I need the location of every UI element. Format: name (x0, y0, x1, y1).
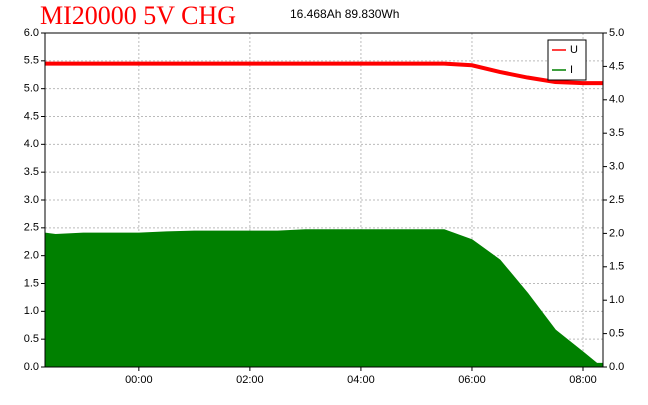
legend-box (547, 39, 587, 81)
x-tick-label: 06:00 (458, 374, 486, 386)
y-tick-label: 0.5 (24, 333, 39, 345)
y-tick-label: 6.0 (24, 27, 39, 39)
x-tick-label: 02:00 (236, 374, 264, 386)
series-line (44, 229, 603, 365)
legend-label: I (570, 64, 573, 76)
y2-tick-label: 2.5 (609, 194, 624, 206)
series-line (45, 61, 603, 86)
y2-tick-label: 1.0 (609, 294, 624, 306)
y-tick-label: 4.0 (24, 138, 39, 150)
y2-tick-label: 4.0 (609, 94, 624, 106)
chart-title: MI20000 5V CHG (40, 1, 236, 30)
chart-subtitle: 16.468Ah 89.830Wh (290, 7, 399, 21)
y-tick-label: 5.5 (24, 55, 39, 67)
x-tick-label: 00:00 (125, 374, 153, 386)
y-tick-label: 5.0 (24, 83, 39, 95)
y-tick-label: 4.5 (24, 110, 39, 122)
y2-tick-label: 3.5 (609, 127, 624, 139)
y2-tick-label: 0.5 (609, 328, 624, 340)
y-tick-label: 2.0 (24, 250, 39, 262)
y-tick-label: 3.5 (24, 166, 39, 178)
y-tick-label: 1.5 (24, 277, 39, 289)
y-tick-label: 0.0 (24, 361, 39, 373)
y-tick-label: 2.5 (24, 222, 39, 234)
y2-tick-label: 1.5 (609, 261, 624, 273)
x-tick-label: 04:00 (347, 374, 375, 386)
series-area (45, 230, 603, 367)
y-tick-label: 1.0 (24, 305, 39, 317)
y2-tick-label: 5.0 (609, 27, 624, 39)
y2-tick-label: 3.0 (609, 161, 624, 173)
legend-label: U (570, 44, 578, 56)
y-tick-label: 3.0 (24, 194, 39, 206)
y2-tick-label: 0.0 (609, 361, 624, 373)
plot-frame (44, 32, 604, 368)
y2-tick-label: 2.0 (609, 227, 624, 239)
x-tick-label: 08:00 (569, 374, 597, 386)
y2-tick-label: 4.5 (609, 60, 624, 72)
